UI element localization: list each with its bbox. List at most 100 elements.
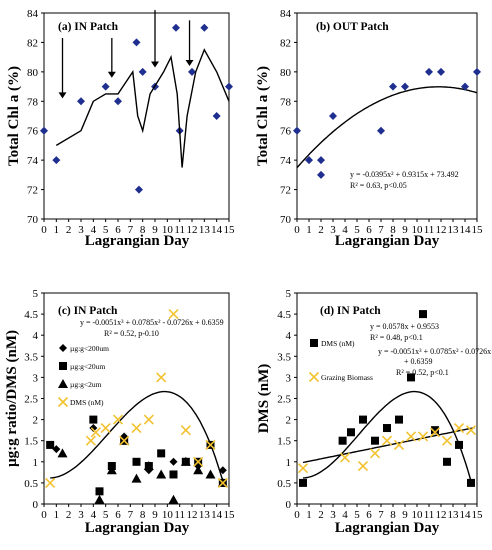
- x-tick-label: 7: [128, 509, 134, 521]
- x-tick-label: 6: [366, 509, 372, 521]
- data-point-square: [132, 457, 141, 466]
- x-tick-label: 8: [390, 224, 396, 236]
- y-tick-label: 0.5: [24, 478, 38, 490]
- y-tick-label: 80: [27, 67, 39, 79]
- data-point-x: [297, 463, 309, 474]
- data-point-diamond: [188, 67, 196, 76]
- data-point-x: [131, 422, 142, 434]
- data-point-diamond: [317, 170, 325, 179]
- x-tick-label: 11: [174, 224, 185, 236]
- data-point-triangle: [205, 469, 216, 479]
- x-tick-label: 7: [378, 509, 384, 521]
- x-tick-label: 12: [436, 224, 447, 236]
- data-point-triangle: [180, 456, 191, 466]
- equation-label: y = -0.0395x² + 0.9315x + 73.492: [350, 170, 459, 179]
- fit-curve: [50, 390, 225, 486]
- x-tick-label: 8: [390, 509, 396, 521]
- panel-c-in-patch-ratio: 00.511.522.533.544.550 1 2 3 4 5 6 7 8 9 10 11 12 13 1…: [4, 288, 235, 536]
- legend-label: µg:g<200um: [70, 344, 109, 353]
- arrow-head: [151, 61, 159, 68]
- data-point-diamond: [138, 67, 147, 76]
- data-point-triangle: [57, 448, 68, 458]
- x-tick-label: 0: [294, 224, 300, 236]
- data-point-x: [381, 435, 393, 446]
- data-point-x: [143, 414, 154, 425]
- plot-frame: [43, 12, 230, 220]
- data-point-diamond: [40, 126, 48, 135]
- data-point-diamond: [101, 82, 110, 91]
- y-tick-label: 76: [27, 126, 39, 138]
- x-tick-label: 0: [41, 224, 47, 236]
- x-tick-label: 0: [41, 509, 47, 521]
- fit-curve: [302, 390, 473, 486]
- y-tick-label: 3.5: [24, 351, 38, 363]
- x-tick-label: 3: [330, 509, 336, 521]
- y-axis-label: DMS (nM): [256, 364, 272, 434]
- y-tick-label: 4: [33, 330, 39, 342]
- y-tick-label: 80: [280, 67, 292, 79]
- panel-title: (c) IN Patch: [58, 305, 118, 317]
- y-tick-label: 84: [280, 8, 292, 20]
- series-line: [55, 48, 230, 168]
- data-point-x: [112, 414, 124, 425]
- x-tick-label: 9: [402, 224, 408, 236]
- y-tick-label: 4: [286, 330, 292, 342]
- x-tick-label: 14: [460, 224, 472, 236]
- data-point-diamond: [212, 112, 221, 120]
- data-point-square: [347, 428, 355, 437]
- panel-title: (a) IN Patch: [58, 21, 119, 33]
- y-tick-label: 0.5: [277, 478, 291, 490]
- y-tick-label: 2.5: [277, 394, 291, 406]
- data-point-diamond: [461, 82, 469, 91]
- y-axis-label: Total Chl a (%): [255, 66, 271, 166]
- data-point-diamond: [473, 67, 481, 76]
- x-tick-label: 13: [199, 509, 211, 521]
- data-point-diamond: [77, 97, 85, 106]
- x-tick-label: 7: [378, 224, 384, 236]
- legend-marker-square: [59, 362, 67, 370]
- x-axis-label: Lagrangian Day: [85, 233, 190, 249]
- x-tick-label: 12: [436, 509, 447, 521]
- data-point-square: [95, 487, 104, 496]
- data-point-diamond: [89, 424, 98, 433]
- x-tick-label: 13: [448, 224, 460, 236]
- plot-frame: [296, 12, 478, 220]
- legend-label: µg:g<2um: [70, 380, 102, 389]
- data-point-x: [369, 448, 381, 459]
- data-point-triangle: [168, 494, 179, 504]
- y-tick-label: 5: [33, 288, 39, 300]
- data-point-diamond: [225, 82, 233, 91]
- data-point-square: [395, 415, 403, 424]
- data-point-x: [193, 456, 204, 467]
- data-point-triangle: [131, 473, 142, 483]
- data-point-x: [90, 427, 101, 438]
- data-point-x: [205, 439, 216, 450]
- x-tick-label: 10: [162, 224, 174, 236]
- legend-marker-square: [310, 339, 318, 347]
- x-tick-label: 4: [342, 509, 348, 521]
- x-tick-label: 11: [174, 509, 185, 521]
- data-point-x: [217, 477, 228, 488]
- x-tick-label: 4: [91, 224, 97, 236]
- data-point-x: [119, 435, 130, 446]
- x-tick-label: 14: [460, 509, 472, 521]
- x-axis-label: Lagrangian Day: [85, 520, 190, 536]
- data-point-triangle: [106, 465, 117, 475]
- y-tick-label: 2.5: [24, 394, 38, 406]
- x-tick-label: 0: [294, 509, 300, 521]
- data-point-diamond: [134, 185, 143, 194]
- data-point-diamond: [329, 112, 337, 120]
- y-tick-label: 3: [286, 372, 292, 384]
- x-tick-label: 4: [342, 224, 348, 236]
- legend-marker-diamond: [59, 344, 67, 352]
- x-tick-label: 2: [66, 509, 72, 521]
- legend-marker-triangle: [58, 379, 68, 388]
- y-tick-label: 84: [27, 8, 39, 20]
- y-tick-label: 0: [286, 499, 292, 511]
- data-point-diamond: [218, 466, 227, 475]
- y-tick-label: 70: [27, 214, 39, 226]
- x-tick-label: 14: [211, 224, 223, 236]
- x-tick-label: 5: [354, 509, 360, 521]
